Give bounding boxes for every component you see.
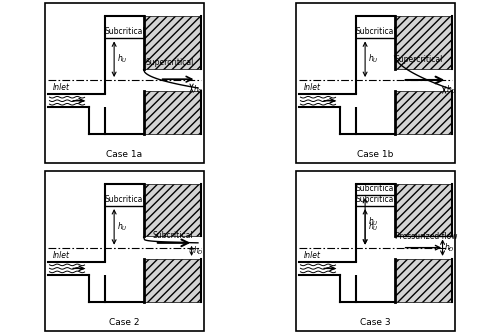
Text: Supercritical: Supercritical — [394, 55, 443, 64]
Text: $h_U$: $h_U$ — [368, 221, 378, 233]
Bar — [394, 16, 452, 69]
Text: $h_D$: $h_D$ — [444, 241, 455, 254]
Bar — [394, 259, 452, 302]
Text: $h_U$: $h_U$ — [116, 221, 127, 233]
Text: $h_D$: $h_D$ — [193, 83, 204, 96]
Text: Inlet: Inlet — [304, 250, 320, 260]
Bar — [394, 184, 452, 236]
Bar — [144, 16, 201, 69]
Text: Inlet: Inlet — [52, 250, 70, 260]
Text: Subcritical: Subcritical — [152, 231, 192, 240]
Bar — [144, 184, 201, 236]
Text: Case 1a: Case 1a — [106, 150, 142, 159]
Bar — [144, 259, 201, 302]
Bar — [144, 91, 201, 134]
Bar — [394, 91, 452, 134]
Text: Inlet: Inlet — [304, 83, 320, 92]
Text: Subcritical: Subcritical — [355, 195, 396, 204]
Text: Subcritical: Subcritical — [104, 195, 145, 204]
Text: Case 3: Case 3 — [360, 318, 391, 327]
Text: $h_U$: $h_U$ — [368, 53, 378, 65]
Text: Inlet: Inlet — [52, 83, 70, 92]
Text: Case 2: Case 2 — [110, 318, 140, 327]
Text: $h_U$: $h_U$ — [368, 215, 378, 227]
Text: Pressurized flow: Pressurized flow — [396, 232, 458, 241]
Text: Subcritical: Subcritical — [104, 27, 145, 36]
Text: Supercritical: Supercritical — [145, 58, 194, 67]
Text: Subcritical: Subcritical — [355, 27, 396, 36]
Text: Case 1b: Case 1b — [358, 150, 394, 159]
Text: Subcritical: Subcritical — [355, 184, 396, 193]
Text: $h_D$: $h_D$ — [193, 244, 204, 257]
Text: $h_U$: $h_U$ — [116, 53, 127, 65]
Text: $h_D$: $h_D$ — [446, 84, 456, 96]
